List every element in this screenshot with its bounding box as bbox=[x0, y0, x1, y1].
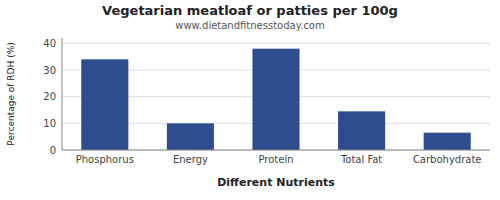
x-tick-label: Total Fat bbox=[340, 154, 382, 165]
x-tick-label: Energy bbox=[173, 154, 208, 165]
grid bbox=[62, 43, 490, 150]
y-tick-label: 40 bbox=[43, 38, 56, 49]
bars bbox=[81, 49, 470, 150]
y-axis-label: Percentage of RDH (%) bbox=[6, 42, 16, 145]
chart-svg: Vegetarian meatloaf or patties per 100g w… bbox=[0, 0, 500, 200]
y-tick-label: 0 bbox=[50, 145, 56, 156]
x-tick-label: Protein bbox=[258, 154, 293, 165]
title: Vegetarian meatloaf or patties per 100g bbox=[102, 3, 398, 18]
grid-line bbox=[62, 150, 490, 151]
y-tick-label: 30 bbox=[43, 65, 56, 76]
x-axis-line bbox=[62, 150, 490, 151]
x-tick-label: Phosphorus bbox=[76, 154, 134, 165]
bar bbox=[424, 133, 471, 150]
x-tick-label: Carbohydrate bbox=[413, 154, 482, 165]
y-tick-label: 10 bbox=[43, 118, 56, 129]
chart-container: Vegetarian meatloaf or patties per 100g w… bbox=[0, 0, 500, 200]
grid-line bbox=[62, 43, 490, 44]
bar bbox=[167, 123, 214, 150]
bar bbox=[252, 49, 299, 150]
y-tick-label: 20 bbox=[43, 91, 56, 102]
subtitle: www.dietandfitnesstoday.com bbox=[175, 20, 324, 31]
x-axis-label: Different Nutrients bbox=[217, 176, 335, 189]
bar bbox=[338, 111, 385, 150]
y-axis-line bbox=[62, 38, 63, 150]
bar bbox=[81, 59, 128, 150]
